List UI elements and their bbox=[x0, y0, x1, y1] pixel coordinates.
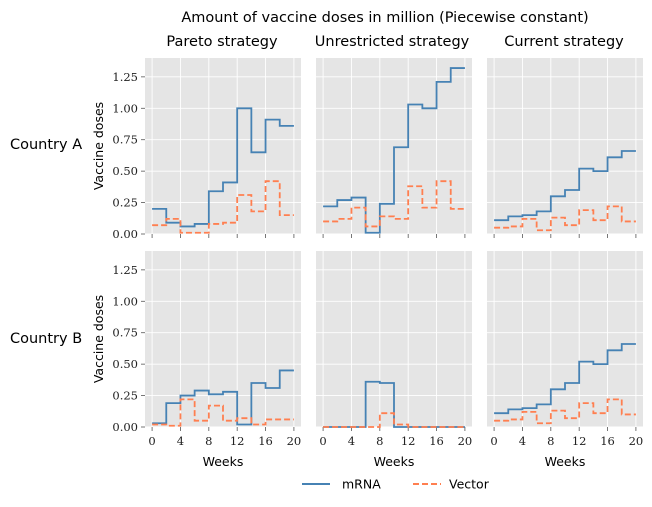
x-tick-label: 20 bbox=[458, 434, 473, 448]
y-tick-label: 0.00 bbox=[112, 227, 138, 241]
panel-r1-c2 bbox=[316, 58, 472, 238]
x-tick-label: 12 bbox=[572, 434, 587, 448]
panel-background bbox=[487, 58, 643, 234]
row-label-country-b: Country B bbox=[10, 331, 82, 347]
panel-r1-c3 bbox=[487, 58, 643, 238]
legend: mRNA Vector bbox=[302, 477, 490, 492]
vector-step-line bbox=[152, 180, 294, 234]
panel-background bbox=[145, 58, 301, 234]
mrna-step-line bbox=[152, 369, 294, 426]
x-tick-label: 16 bbox=[600, 434, 615, 448]
y-tick-label: 0.50 bbox=[112, 357, 138, 371]
x-axis-label-col-3: Weeks bbox=[545, 454, 586, 469]
mrna-step-line bbox=[494, 343, 636, 415]
vector-step-line bbox=[323, 180, 465, 228]
x-tick-label: 4 bbox=[519, 434, 526, 448]
vector-step-line bbox=[323, 412, 465, 428]
x-axis-label-col-2: Weeks bbox=[374, 454, 415, 469]
panel-r2-c3: 0 4 8 12 16 20 bbox=[487, 251, 643, 448]
legend-label-vector: Vector bbox=[449, 477, 490, 492]
mrna-step-line bbox=[494, 150, 636, 222]
y-tick-label: 1.00 bbox=[112, 101, 138, 115]
y-tick-label: 0.75 bbox=[112, 326, 138, 340]
mrna-step-line bbox=[323, 67, 465, 234]
panel-r2-c1: 0.00 0.25 0.50 0.75 1.00 1.25 0 4 8 12 16 20 bbox=[112, 251, 301, 448]
x-tick-label: 0 bbox=[319, 434, 326, 448]
legend-label-mrna: mRNA bbox=[342, 477, 381, 492]
y-axis-label-row-1: Vaccine doses bbox=[91, 102, 106, 190]
x-tick-label: 12 bbox=[230, 434, 245, 448]
row-label-country-a: Country A bbox=[10, 137, 82, 153]
panel-background bbox=[487, 251, 643, 427]
y-axis-label-row-2: Vaccine doses bbox=[91, 295, 106, 383]
column-title-pareto: Pareto strategy bbox=[166, 34, 278, 50]
y-tick-label: 0.75 bbox=[112, 133, 138, 147]
y-tick-label: 1.00 bbox=[112, 294, 138, 308]
x-tick-label: 4 bbox=[177, 434, 184, 448]
y-tick-label: 0.25 bbox=[112, 196, 138, 210]
x-tick-label: 0 bbox=[148, 434, 155, 448]
panel-background bbox=[316, 58, 472, 234]
x-tick-label: 8 bbox=[205, 434, 212, 448]
x-tick-label: 16 bbox=[258, 434, 273, 448]
y-tick-label: 1.25 bbox=[112, 263, 138, 277]
vector-step-line bbox=[494, 398, 636, 425]
y-tick-label: 1.25 bbox=[112, 70, 138, 84]
x-tick-label: 20 bbox=[629, 434, 644, 448]
vector-step-line bbox=[152, 398, 294, 427]
y-tick-label: 0.50 bbox=[112, 164, 138, 178]
x-tick-label: 8 bbox=[376, 434, 383, 448]
x-tick-label: 8 bbox=[547, 434, 554, 448]
x-tick-label: 0 bbox=[490, 434, 497, 448]
small-multiples-grid: 0.00 0.25 0.50 0.75 1.00 1.25 0.00 0.25 0.50 0.75… bbox=[112, 58, 643, 448]
y-tick-label: 0.25 bbox=[112, 389, 138, 403]
x-axis-label-col-1: Weeks bbox=[203, 454, 244, 469]
x-tick-label: 12 bbox=[401, 434, 416, 448]
column-title-current: Current strategy bbox=[504, 34, 624, 50]
x-tick-label: 20 bbox=[287, 434, 302, 448]
vector-step-line bbox=[494, 205, 636, 232]
panel-r1-c1: 0.00 0.25 0.50 0.75 1.00 1.25 bbox=[112, 58, 301, 241]
x-tick-label: 4 bbox=[348, 434, 355, 448]
panel-r2-c2: 0 4 8 12 16 20 bbox=[316, 251, 472, 448]
column-title-unrestricted: Unrestricted strategy bbox=[315, 34, 470, 50]
chart-title: Amount of vaccine doses in million (Piec… bbox=[181, 10, 588, 26]
x-tick-label: 16 bbox=[429, 434, 444, 448]
y-tick-label: 0.00 bbox=[112, 420, 138, 434]
panel-background bbox=[145, 251, 301, 427]
